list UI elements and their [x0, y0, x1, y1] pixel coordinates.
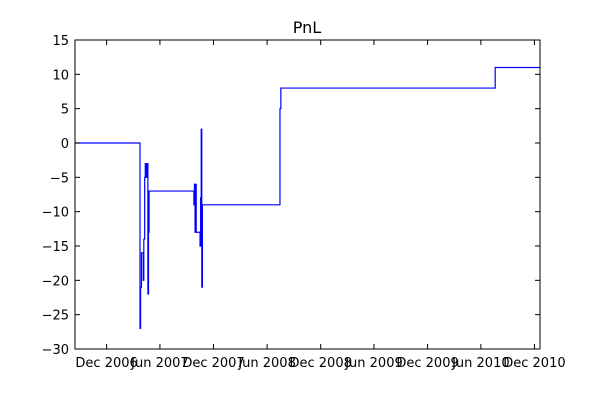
pnl-series-line [75, 66, 540, 329]
y-tick-label: 5 [61, 103, 69, 118]
x-tick-label: Jun 2009 [344, 356, 403, 371]
x-tick-label: Jun 2008 [237, 356, 296, 371]
y-tick-label: −30 [42, 343, 69, 358]
y-tick-label: 10 [52, 68, 69, 83]
y-tick-label: −5 [50, 171, 69, 186]
y-tick-label: −10 [42, 206, 69, 221]
chart-title: PnL [293, 18, 322, 37]
y-tick-label: −25 [42, 309, 69, 324]
y-tick-label: 0 [61, 137, 69, 152]
x-tick-label: Dec 2007 [182, 356, 244, 371]
y-tick-label: −20 [42, 274, 69, 289]
x-tick-label: Dec 2006 [75, 356, 137, 371]
y-tick-label: −15 [42, 240, 69, 255]
x-tick-label: Dec 2009 [396, 356, 458, 371]
x-tick-label: Jun 2007 [130, 356, 189, 371]
x-tick-label: Dec 2008 [289, 356, 351, 371]
x-tick-label: Jun 2010 [451, 356, 510, 371]
y-tick-label: 15 [52, 34, 69, 49]
plot-frame [74, 39, 541, 350]
x-tick-label: Dec 2010 [503, 356, 565, 371]
